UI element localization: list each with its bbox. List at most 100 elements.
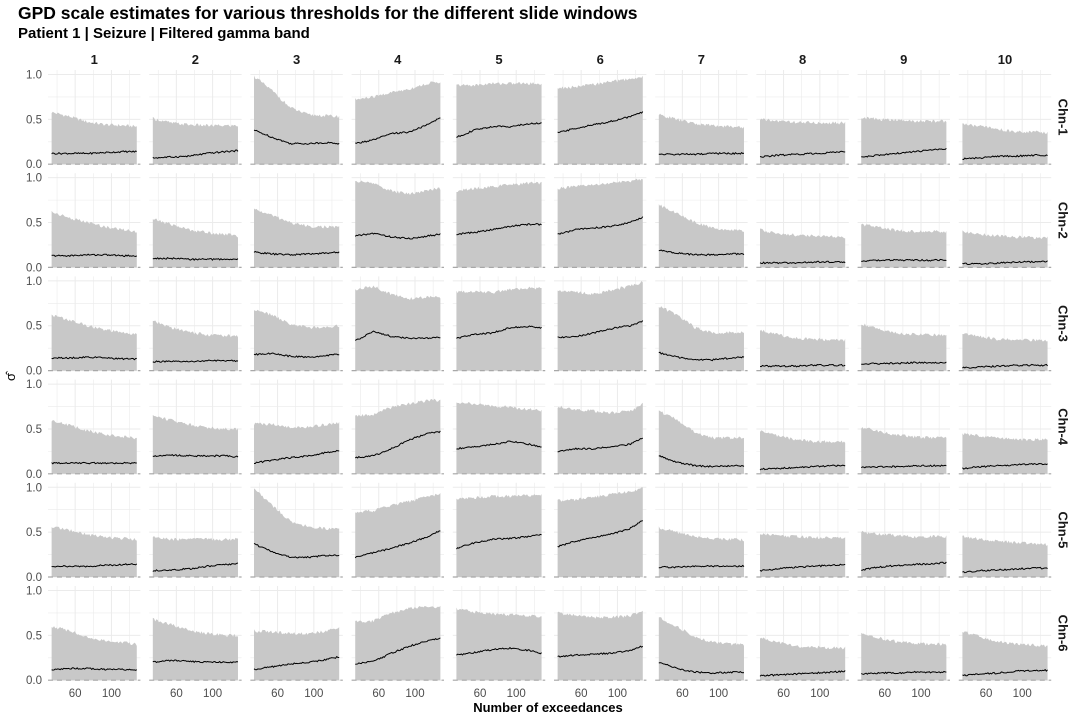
confidence-band <box>760 329 846 371</box>
estimate-line <box>962 463 1048 470</box>
x-tick-label: 100 <box>608 688 627 700</box>
confidence-band <box>254 488 340 577</box>
x-tick-label: 100 <box>304 688 323 700</box>
confidence-band <box>355 285 441 371</box>
x-tick-label: 60 <box>878 688 891 700</box>
y-tick-label: 0.0 <box>26 366 42 378</box>
y-tick-label: 1.0 <box>26 585 42 597</box>
estimate-line <box>962 363 1048 369</box>
confidence-band <box>760 228 846 268</box>
row-strip-label: Chn-1 <box>1056 99 1071 136</box>
estimate-line <box>456 223 542 236</box>
confidence-band <box>152 617 238 681</box>
confidence-band <box>355 180 441 268</box>
confidence-band <box>355 605 441 681</box>
confidence-band <box>456 607 542 681</box>
column-strip-label: 5 <box>495 52 502 67</box>
column-strip-label: 8 <box>799 52 806 67</box>
column-strip-label: 9 <box>900 52 907 67</box>
confidence-band <box>456 494 542 577</box>
estimate-line <box>861 361 947 365</box>
estimate-line <box>759 363 846 368</box>
estimate-line <box>759 670 846 677</box>
estimate-line <box>962 566 1048 574</box>
estimate-line <box>253 352 340 359</box>
confidence-band <box>760 533 846 577</box>
estimate-line <box>557 645 644 658</box>
y-tick-label: 0.5 <box>26 424 42 436</box>
confidence-band <box>355 398 441 474</box>
estimate-line <box>51 150 137 155</box>
column-strip-label: 1 <box>91 52 98 67</box>
x-tick-label: 100 <box>709 688 728 700</box>
confidence-band <box>51 526 137 577</box>
estimate-line <box>456 533 542 550</box>
row-strip-label: Chn-6 <box>1056 615 1071 652</box>
confidence-band <box>861 116 947 165</box>
estimate-line <box>658 564 745 569</box>
row-strip-label: Chn-3 <box>1056 305 1071 342</box>
confidence-band <box>51 210 137 268</box>
confidence-band <box>962 432 1048 474</box>
y-tick-label: 0.5 <box>26 114 42 126</box>
confidence-band <box>557 178 643 268</box>
estimate-line <box>354 530 441 559</box>
estimate-line <box>557 216 644 235</box>
estimate-line <box>658 249 745 257</box>
estimate-line <box>557 320 644 339</box>
estimate-line <box>658 662 745 675</box>
estimate-line <box>759 260 846 265</box>
y-tick-label: 1.0 <box>26 173 42 185</box>
estimate-line <box>152 453 239 458</box>
confidence-band <box>152 320 238 371</box>
x-tick-label: 100 <box>405 688 424 700</box>
estimate-line <box>759 563 846 572</box>
confidence-band <box>557 402 643 474</box>
estimate-line <box>759 150 846 158</box>
confidence-band <box>962 631 1048 681</box>
estimate-line <box>759 464 846 471</box>
confidence-band <box>51 111 137 165</box>
x-tick-label: 60 <box>474 688 487 700</box>
confidence-band <box>861 632 947 681</box>
confidence-band <box>962 123 1048 165</box>
x-tick-label: 60 <box>372 688 385 700</box>
confidence-band <box>962 230 1048 268</box>
confidence-band <box>962 333 1048 371</box>
estimate-line <box>51 356 137 361</box>
confidence-band <box>658 113 744 165</box>
estimate-line <box>354 232 441 240</box>
y-tick-label: 0.0 <box>26 572 42 584</box>
confidence-band <box>456 82 542 165</box>
estimate-line <box>253 449 340 465</box>
y-tick-label: 1.0 <box>26 379 42 391</box>
estimate-line <box>658 151 745 156</box>
x-tick-label: 60 <box>777 688 790 700</box>
confidence-band <box>557 610 643 681</box>
confidence-band <box>152 116 238 165</box>
estimate-line <box>861 670 947 675</box>
estimate-line <box>152 562 239 572</box>
x-tick-label: 100 <box>507 688 526 700</box>
y-tick-label: 0.0 <box>26 469 42 481</box>
estimate-line <box>861 147 947 158</box>
estimate-line <box>355 117 441 144</box>
column-strip-label: 6 <box>597 52 604 67</box>
x-tick-label: 100 <box>810 688 829 700</box>
column-strip-label: 3 <box>293 52 300 67</box>
confidence-band <box>962 535 1048 577</box>
confidence-band <box>355 493 441 577</box>
estimate-line <box>861 561 947 571</box>
estimate-line <box>860 464 947 469</box>
chart-title: GPD scale estimates for various threshol… <box>18 3 638 23</box>
y-tick-label: 0.0 <box>26 262 42 274</box>
chart-subtitle: Patient 1 | Seizure | Filtered gamma ban… <box>18 25 310 42</box>
estimate-line <box>557 520 643 548</box>
confidence-band <box>254 627 340 681</box>
y-tick-label: 0.5 <box>26 630 42 642</box>
row-strip-label: Chn-2 <box>1056 202 1071 239</box>
estimate-line <box>962 153 1048 161</box>
estimate-line <box>962 668 1048 677</box>
row-strip-label: Chn-5 <box>1056 511 1071 548</box>
confidence-band <box>152 535 238 577</box>
